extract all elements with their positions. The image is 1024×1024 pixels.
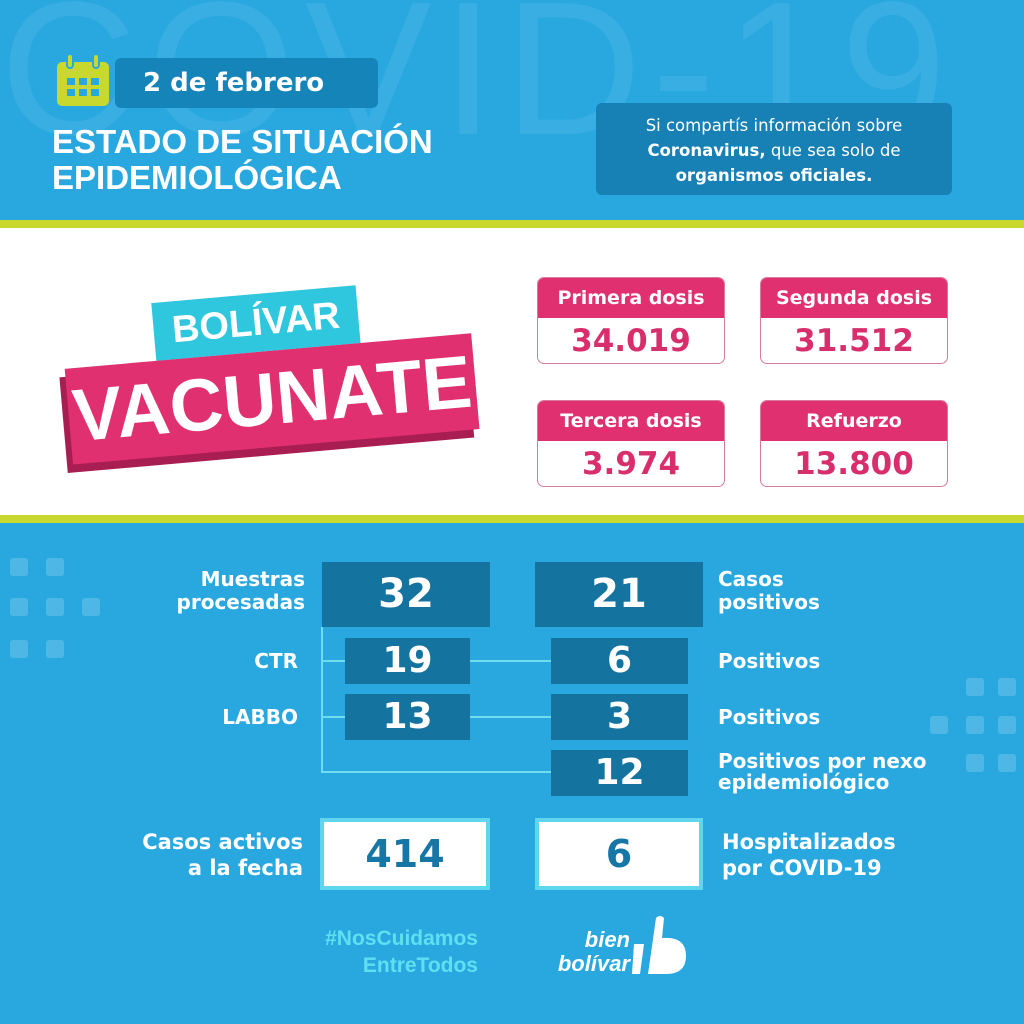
hospitalizados-label: Hospitalizados por COVID-19 — [722, 830, 896, 880]
title-line-1: ESTADO DE SITUACIÓN — [52, 123, 433, 160]
nexo-value: 12 — [551, 750, 688, 796]
dose-label: Primera dosis — [538, 278, 724, 318]
divider — [0, 515, 1024, 523]
dose-label: Refuerzo — [761, 401, 947, 441]
connector-line — [321, 771, 551, 773]
date-badge: 2 de febrero — [115, 58, 378, 108]
title-line-2: EPIDEMIOLÓGICA — [52, 159, 342, 196]
ctr-label: CTR — [254, 649, 298, 673]
dose-label: Segunda dosis — [761, 278, 947, 318]
activos-label: Casos activos a la fecha — [142, 830, 303, 880]
hospitalizados-value: 6 — [535, 818, 703, 890]
dose-value: 3.974 — [581, 446, 681, 482]
labbo-label: LABBO — [222, 705, 298, 729]
info-notice: Si compartís información sobre Coronavir… — [596, 103, 952, 195]
info-line-2: que sea solo de — [765, 141, 901, 160]
labbo-positivos-label: Positivos — [718, 705, 821, 729]
dose-card-refuerzo: Refuerzo 13.800 — [760, 400, 948, 487]
ctr-positivos-label: Positivos — [718, 649, 821, 673]
muestras-label: Muestras procesadas — [176, 567, 305, 614]
info-bold-1: Coronavirus, — [647, 141, 766, 160]
bien-bolivar-logo: bien bolívar — [557, 927, 630, 976]
dose-card-tercera: Tercera dosis 3.974 — [537, 400, 725, 487]
ctr-positivos-value: 6 — [551, 638, 688, 684]
ctr-value: 19 — [345, 638, 470, 684]
dose-card-primera: Primera dosis 34.019 — [537, 277, 725, 364]
campaign-main: VACUNATE — [64, 333, 480, 465]
dose-value: 31.512 — [794, 323, 914, 359]
labbo-value: 13 — [345, 694, 470, 740]
connector-line — [470, 660, 551, 662]
info-bold-2: organismos oficiales. — [675, 166, 873, 185]
thumbs-up-icon — [632, 916, 686, 974]
connector-line — [470, 716, 551, 718]
dose-label: Tercera dosis — [538, 401, 724, 441]
calendar-icon — [57, 53, 109, 106]
connector-line — [321, 627, 323, 773]
casos-positivos-label: Casos positivos — [718, 567, 820, 614]
hashtag: #NosCuidamos EntreTodos — [325, 927, 478, 977]
vacunate-logo: BOLÍVAR VACUNATE — [53, 267, 487, 483]
dose-value: 34.019 — [571, 323, 691, 359]
dose-card-segunda: Segunda dosis 31.512 — [760, 277, 948, 364]
connector-line — [321, 716, 345, 718]
connector-line — [321, 660, 345, 662]
muestras-value: 32 — [322, 562, 490, 627]
dose-value: 13.800 — [794, 446, 914, 482]
divider — [0, 220, 1024, 228]
casos-positivos-value: 21 — [535, 562, 703, 627]
activos-value: 414 — [320, 818, 490, 890]
info-line-1: Si compartís información sobre — [645, 116, 903, 135]
page-title: ESTADO DE SITUACIÓN EPIDEMIOLÓGICA — [52, 124, 433, 196]
nexo-label: Positivos por nexo epidemiológico — [718, 749, 927, 794]
labbo-positivos-value: 3 — [551, 694, 688, 740]
